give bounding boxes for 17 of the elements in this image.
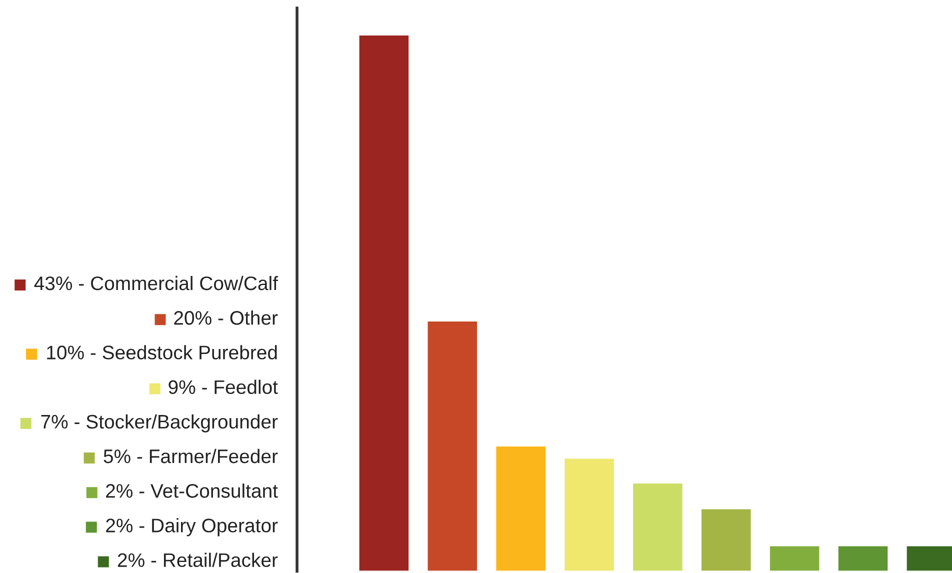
- text: 5% - Farmer/Feeder: [104, 448, 278, 464]
- bar: [563, 457, 616, 572]
- text: 7% - Stocker/Backgrounder: [41, 414, 278, 432]
- text: 9% - Feedlot: [168, 380, 278, 394]
- bar: [768, 544, 821, 572]
- bar: [358, 34, 410, 572]
- text: 10% - Seedstock Purebred: [47, 345, 277, 360]
- text: 43% - Commercial Cow/Calf: [34, 276, 278, 290]
- bar: [837, 544, 890, 572]
- bar: [426, 320, 478, 572]
- text: 20% - Other: [174, 310, 278, 325]
- bar: [700, 508, 752, 572]
- text: 2% - Dairy Operator: [106, 518, 278, 536]
- text: 2% - Retail/Packer: [118, 552, 278, 568]
- text: 2% - Vet-Consultant: [106, 484, 278, 498]
- bar: [494, 445, 547, 572]
- bar: [632, 482, 684, 572]
